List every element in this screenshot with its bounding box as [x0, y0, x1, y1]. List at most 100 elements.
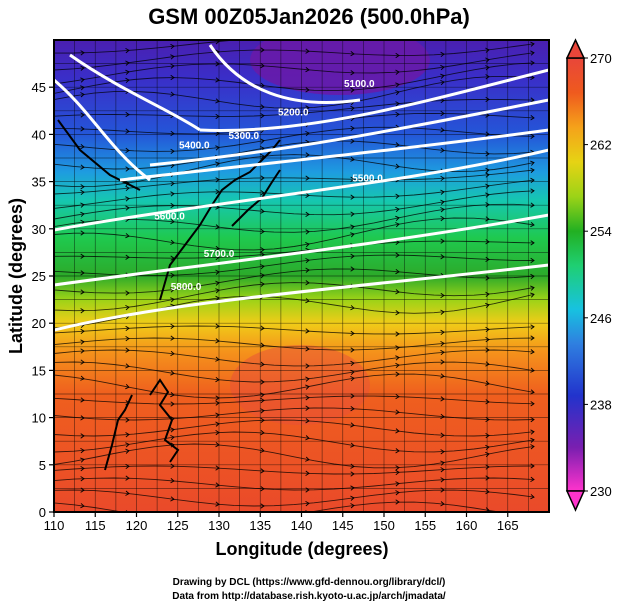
streamline-arrow	[530, 97, 535, 103]
contour-line	[54, 78, 151, 182]
streamline-arrow	[305, 376, 310, 382]
streamline-arrow	[170, 148, 175, 154]
streamline-arrow	[260, 468, 265, 474]
streamline-arrow	[530, 240, 535, 246]
streamline-arrow	[350, 422, 355, 428]
x-tick-label: 160	[456, 518, 478, 533]
streamline-arrow	[350, 442, 355, 448]
streamline-arrow	[530, 160, 535, 166]
streamline-arrow	[530, 188, 535, 194]
x-tick-label: 145	[332, 518, 354, 533]
streamline	[54, 43, 535, 71]
streamline-arrow	[440, 127, 445, 133]
credit-drawing: Drawing by DCL (https://www.gfd-dennou.o…	[173, 577, 446, 588]
streamline-arrow	[350, 253, 355, 259]
streamline-arrow	[80, 211, 85, 217]
streamline-arrow	[305, 229, 310, 235]
streamline	[54, 431, 535, 453]
streamline-arrow	[440, 413, 445, 420]
streamline-arrow	[530, 437, 535, 443]
streamline-arrow	[395, 465, 400, 471]
streamline-arrow	[125, 432, 130, 438]
streamline-arrow	[350, 232, 355, 238]
streamline-arrow	[80, 375, 85, 381]
contour-line	[119, 128, 549, 182]
streamline-arrow	[530, 41, 535, 47]
streamline-arrow	[80, 448, 85, 454]
streamline-arrow	[125, 48, 130, 54]
streamline-arrow	[395, 142, 400, 148]
streamline-arrow	[440, 51, 445, 58]
streamline-arrow	[350, 503, 355, 509]
streamline-arrow	[350, 176, 355, 182]
streamline-arrow	[80, 457, 85, 463]
streamline-arrow	[395, 469, 400, 476]
streamline-arrow	[440, 309, 445, 315]
streamline-arrow	[306, 34, 309, 39]
streamline-arrow	[350, 347, 355, 353]
contour-line	[54, 148, 549, 232]
x-tick-label: 115	[85, 518, 106, 533]
streamline	[54, 325, 535, 335]
streamline	[54, 465, 535, 475]
streamline-arrow	[125, 128, 130, 134]
streamline-arrow	[440, 432, 445, 438]
chart-title: GSM 00Z05Jan2026 (500.0hPa)	[148, 4, 470, 29]
streamline-arrow	[125, 363, 130, 369]
streamline-arrow	[125, 166, 130, 172]
streamline-arrow	[260, 208, 265, 214]
streamline-arrow	[260, 175, 265, 181]
streamline-arrow	[440, 238, 445, 244]
streamline-arrow	[350, 194, 355, 200]
streamline-arrow	[486, 34, 489, 39]
streamline-arrow	[305, 192, 310, 198]
streamline-arrow	[125, 383, 130, 390]
streamline-arrow	[80, 348, 85, 354]
streamline-arrow	[170, 202, 175, 209]
streamline-arrow	[395, 215, 400, 222]
streamline-arrow	[80, 77, 85, 83]
streamline-arrow	[260, 264, 265, 270]
colorbar-tick-label: 262	[590, 138, 612, 153]
streamline-arrow	[530, 292, 535, 298]
streamline-arrow	[395, 448, 400, 454]
streamline-arrow	[305, 501, 310, 507]
streamline-arrow	[530, 429, 535, 435]
streamline-arrow	[260, 392, 265, 398]
streamline-arrow	[395, 310, 400, 316]
streamline-arrow	[305, 67, 310, 73]
streamline-arrow	[350, 305, 355, 311]
streamline-arrow	[125, 196, 130, 202]
streamline-arrow	[530, 515, 534, 520]
streamline-arrow	[170, 130, 175, 137]
contour-label: 5400.0	[179, 141, 210, 152]
streamline-arrow	[170, 272, 175, 278]
height-contours	[54, 44, 549, 332]
streamline-arrow	[350, 360, 355, 367]
streamline-arrow	[305, 328, 310, 334]
streamline-arrow	[305, 241, 310, 248]
streamline-arrow	[170, 287, 175, 293]
streamline-arrow	[170, 401, 175, 407]
streamline-arrow	[305, 175, 310, 181]
contour-line	[54, 213, 549, 287]
streamline-arrow	[260, 190, 265, 196]
streamline	[54, 254, 535, 277]
streamline-arrow	[80, 65, 85, 71]
coastline-philippines	[149, 378, 180, 463]
streamline-arrow	[350, 330, 355, 336]
streamline-arrow	[440, 175, 445, 182]
streamline-arrow	[80, 308, 85, 314]
streamline-arrow	[440, 73, 445, 79]
streamline-arrow	[260, 447, 265, 454]
streamline-arrow	[80, 270, 85, 276]
streamline-arrow	[170, 43, 175, 50]
streamline-arrow	[350, 70, 355, 76]
colorbar-tick-label: 246	[590, 311, 612, 326]
streamline-arrow	[530, 389, 535, 395]
streamline-arrow	[305, 105, 310, 111]
streamline-arrow	[260, 430, 265, 436]
streamline-arrow	[305, 395, 310, 401]
streamline	[54, 154, 535, 188]
